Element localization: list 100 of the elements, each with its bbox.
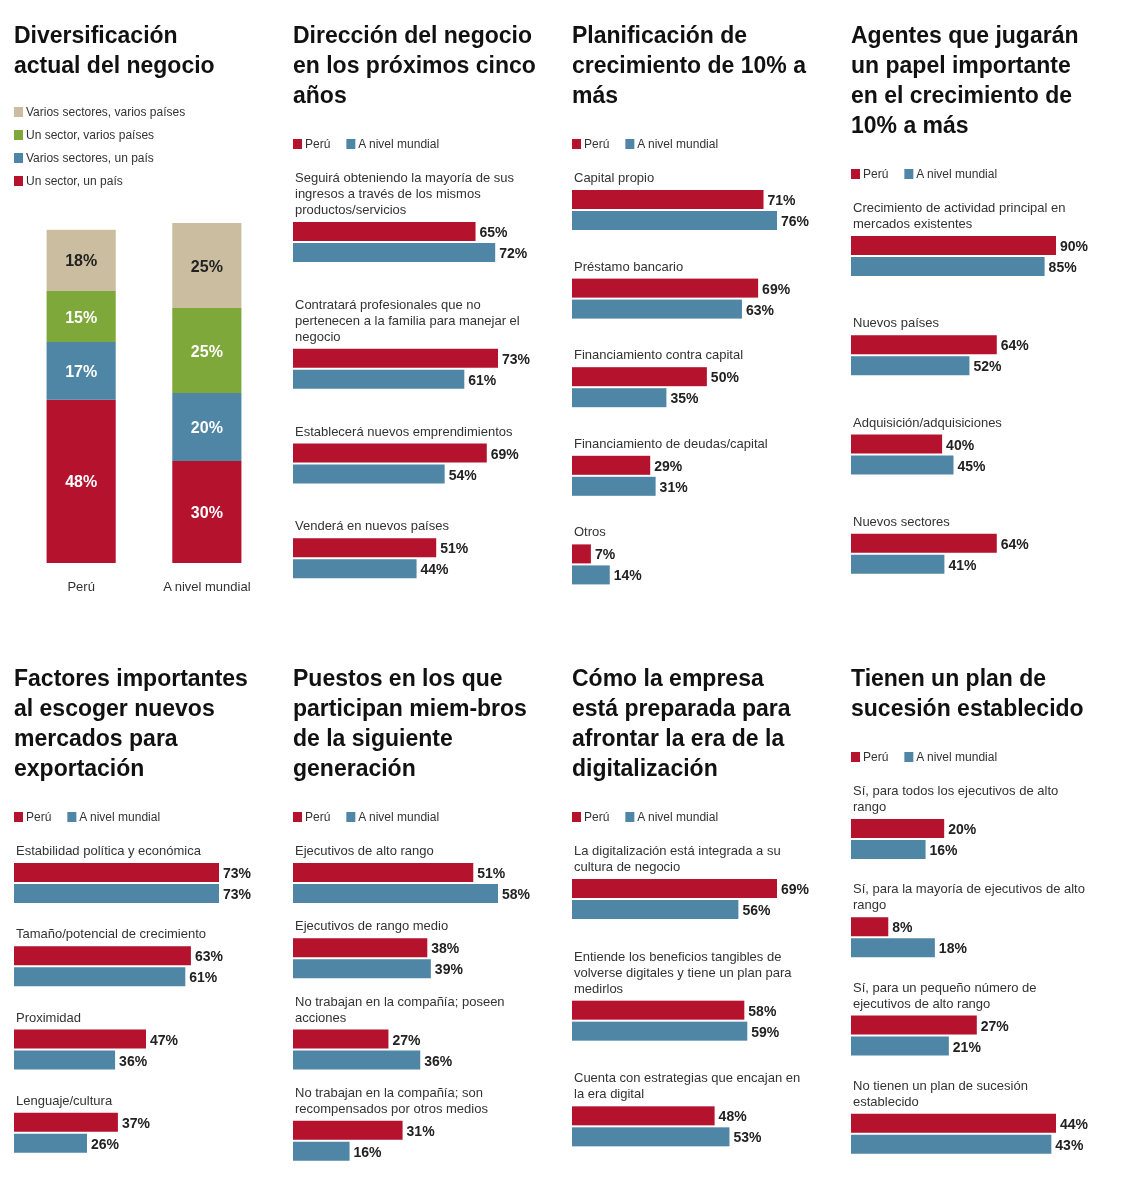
data-label: 39% <box>434 961 464 978</box>
chart-title: Planificación de crecimiento de 10% a más <box>572 22 807 108</box>
bar <box>851 434 943 454</box>
chart-title: Cómo la empresa está preparada para afrontar la era de la digitalización <box>572 665 791 781</box>
y-tick-label: Ejecutivos de rango medio <box>295 918 449 934</box>
legend-label: A nivel mundial <box>916 167 998 181</box>
y-tick-label: Sí, para un pequeño número de ejecutivos de alto rango <box>853 979 1037 1011</box>
data-label: 31% <box>406 1122 436 1139</box>
data-label: 26% <box>91 1135 120 1152</box>
data-label: 48% <box>65 473 98 491</box>
data-label: 7% <box>594 546 616 563</box>
data-label: 45% <box>957 457 987 474</box>
y-tick-label: Nuevos países <box>853 315 940 331</box>
bar <box>46 229 116 291</box>
data-label: 69% <box>781 881 810 897</box>
legend-label: A nivel mundial <box>358 810 440 824</box>
data-label: 20% <box>948 821 977 837</box>
y-tick-label: Entiende los beneficios tangibles de volverse digitales y tiene un plan para medirlos <box>574 948 793 996</box>
y-tick-label: Estabilidad política y económica <box>16 843 202 858</box>
data-label: 21% <box>952 1038 982 1055</box>
chart-title: Tienen un plan de sucesión establecido <box>851 665 1084 721</box>
bar <box>572 190 764 209</box>
data-label: 37% <box>121 1114 151 1131</box>
data-label: 69% <box>490 445 520 462</box>
bar <box>851 938 935 958</box>
bar <box>14 863 219 882</box>
data-label: 73% <box>502 350 531 367</box>
bar <box>851 554 945 574</box>
legend-label: Perú <box>863 167 889 181</box>
data-label: 54% <box>448 466 478 483</box>
bar <box>572 1106 715 1126</box>
data-label: 53% <box>733 1129 763 1146</box>
bar <box>851 917 889 937</box>
legend-label: A nivel mundial <box>916 750 998 764</box>
y-tick-label: Adquisición/adquisiciones <box>853 414 1003 430</box>
data-label: 48% <box>718 1108 748 1125</box>
bar <box>572 388 667 408</box>
data-label: 41% <box>948 556 977 573</box>
data-label: 30% <box>190 504 223 521</box>
data-label: 16% <box>353 1143 383 1160</box>
data-label: 64% <box>1000 535 1030 552</box>
bar <box>851 1015 977 1035</box>
bar <box>14 1050 116 1070</box>
legend-label: Varios sectores, un país <box>26 151 154 165</box>
data-label: 61% <box>468 371 497 388</box>
data-label: 90% <box>1060 238 1089 254</box>
bar <box>851 1134 1052 1154</box>
data-label: 58% <box>748 1002 777 1019</box>
bar <box>46 399 116 563</box>
y-tick-label: Sí, para la mayoría de ejecutivos de alto rango <box>853 881 1085 913</box>
bar <box>851 236 1056 255</box>
data-label: 51% <box>440 540 469 557</box>
y-tick-label: Establecerá nuevos emprendimientos <box>295 423 514 439</box>
bar <box>572 299 742 319</box>
bar <box>14 946 191 966</box>
legend-label: Varios sectores, varios países <box>26 105 186 119</box>
data-label: 50% <box>710 369 740 386</box>
chart-title: Puestos en los que participan miem-bros de la siguiente generación <box>293 665 527 781</box>
y-tick-label: Contratará profesionales que no pertenecen a la familia para manejar el negocio <box>295 296 520 344</box>
y-tick-label: Otros <box>574 524 607 540</box>
y-tick-label: Lenguaje/cultura <box>16 1092 113 1108</box>
y-tick-label: Financiamiento de deudas/capital <box>574 435 768 451</box>
data-label: 35% <box>670 390 699 407</box>
data-label: 27% <box>392 1031 421 1048</box>
y-tick-label: Nuevos sectores <box>853 513 951 529</box>
bar <box>572 367 707 387</box>
y-tick-label: La digitalización está integrada a su cultura de negocio <box>574 843 781 874</box>
legend-label: A nivel mundial <box>637 137 719 151</box>
data-label: 51% <box>477 865 506 881</box>
data-label: 25% <box>190 342 223 360</box>
legend-label: Perú <box>305 810 331 824</box>
data-label: 36% <box>119 1052 148 1069</box>
data-label: 17% <box>65 362 98 380</box>
y-tick-label: Seguirá obteniendo la mayoría de sus ingresos a través de los mismos productos/servicios <box>295 170 515 217</box>
legend-label: Perú <box>26 810 52 824</box>
bar <box>851 840 926 859</box>
bar <box>851 335 997 355</box>
bar <box>572 1127 730 1147</box>
y-tick-label: Crecimiento de actividad principal en mercados existentes <box>853 200 1066 231</box>
legend-label: A nivel mundial <box>637 810 719 824</box>
data-label: 58% <box>502 886 531 902</box>
bar <box>14 967 186 987</box>
bar <box>851 1113 1056 1133</box>
bar <box>851 356 970 376</box>
data-label: 59% <box>751 1023 780 1040</box>
data-label: 27% <box>980 1017 1010 1034</box>
data-label: 15% <box>65 308 98 326</box>
chart-title: Diversificación actual del negocio <box>14 22 215 78</box>
bar <box>172 461 242 563</box>
bar <box>851 455 954 475</box>
y-tick-label: Proximidad <box>16 1009 82 1025</box>
y-tick-label: Financiamiento contra capital <box>574 347 744 363</box>
data-label: 16% <box>929 842 959 858</box>
bar <box>172 223 242 308</box>
legend-label: A nivel mundial <box>79 810 161 824</box>
data-label: 61% <box>189 969 218 986</box>
bar <box>46 291 116 342</box>
bar <box>572 900 739 919</box>
legend-label: Un sector, un país <box>26 174 123 188</box>
bar <box>14 884 219 903</box>
